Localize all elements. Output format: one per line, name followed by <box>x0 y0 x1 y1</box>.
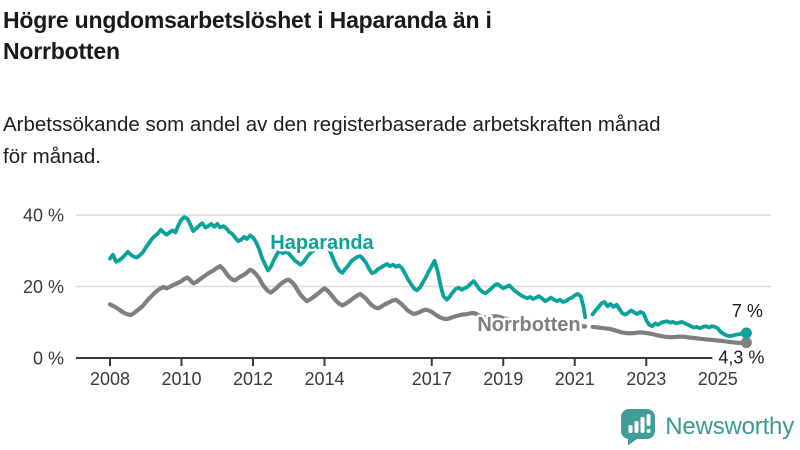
x-tick-label: 2019 <box>483 369 523 389</box>
end-value-label-haparanda: 7 % <box>732 301 763 321</box>
x-tick-label: 2014 <box>304 369 344 389</box>
page-title-line2: Norrbotten <box>3 38 120 64</box>
x-tick-label: 2025 <box>698 369 738 389</box>
chart-subtitle: Arbetssökande som andel av den registerb… <box>3 109 661 173</box>
x-tick-label: 2023 <box>626 369 666 389</box>
newsworthy-logo[interactable]: Newsworthy <box>620 408 794 446</box>
x-tick-label: 2008 <box>90 369 130 389</box>
series-line-norrbotten <box>107 264 588 329</box>
series-line-haparanda <box>108 215 587 320</box>
end-dot-norrbotten <box>740 337 752 349</box>
chart-subtitle-line2: för månad. <box>3 145 101 168</box>
page-title: Högre ungdomsarbetslöshet i Haparanda än… <box>3 5 492 67</box>
x-tick-label: 2010 <box>161 369 201 389</box>
x-tick-label: 2021 <box>555 369 595 389</box>
series-line-norrbotten <box>590 324 749 346</box>
chart-subtitle-line1: Arbetssökande som andel av den registerb… <box>3 113 661 136</box>
newsworthy-wordmark: Newsworthy <box>665 413 794 440</box>
end-dot-haparanda <box>740 327 752 339</box>
end-value-label-norrbotten: 4,3 % <box>718 348 764 368</box>
x-tick-label: 2012 <box>233 369 273 389</box>
y-tick-label: 20 % <box>23 277 64 297</box>
end-label-bg-norrbotten <box>712 349 773 367</box>
series-label-haparanda: Haparanda <box>270 232 374 254</box>
y-tick-label: 0 % <box>33 349 64 369</box>
newsworthy-chart-bubble-icon <box>621 409 656 446</box>
series-line-haparanda <box>590 300 749 339</box>
series-label-norrbotten: Norrbotten <box>477 314 580 336</box>
y-tick-label: 40 % <box>23 206 64 226</box>
x-tick-label: 2017 <box>412 369 452 389</box>
page-title-line1: Högre ungdomsarbetslöshet i Haparanda än… <box>3 7 492 33</box>
